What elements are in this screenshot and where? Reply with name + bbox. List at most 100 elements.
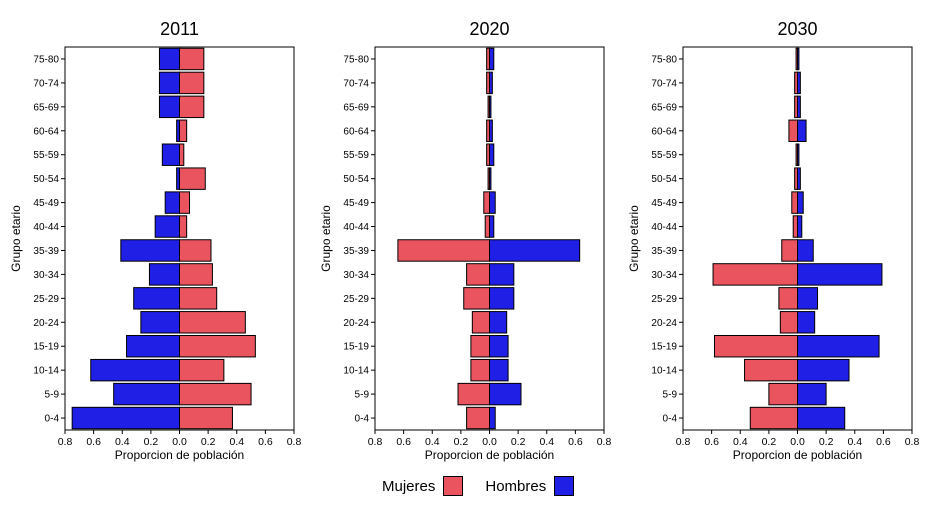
panel-2011-bar-mujeres-30-34 <box>179 263 213 286</box>
panel-2011-bar-hombres-40-44 <box>154 215 180 238</box>
panel-2030-y-tick-label: 35-39 <box>651 246 677 257</box>
panel-2020-x-tick-label: 0.8 <box>597 436 612 448</box>
legend-label-hombres: Hombres <box>485 477 547 495</box>
panel-2020-y-tick-label: 65-69 <box>343 102 369 113</box>
panel-2020-bar-mujeres-0-4 <box>466 406 491 430</box>
panel-2030-bar-hombres-10-14 <box>797 358 850 382</box>
panel-2030-bar-mujeres-20-24 <box>779 311 799 334</box>
panel-2030-bar-mujeres-45-49 <box>791 191 799 214</box>
panel-2020-y-tick-label: 5-9 <box>355 390 370 401</box>
panel-2030-y-tick-label: 5-9 <box>663 390 678 401</box>
panel-2020-bar-hombres-20-24 <box>489 311 508 334</box>
panel-2020-bar-hombres-30-34 <box>489 263 515 286</box>
panel-2011-bar-mujeres-35-39 <box>179 239 212 262</box>
panel-2011-bar-hombres-30-34 <box>148 263 181 286</box>
panel-2030-bar-hombres-20-24 <box>797 311 816 334</box>
panel-2020-bar-mujeres-20-24 <box>471 311 491 334</box>
panel-2011-bar-mujeres-55-59 <box>179 143 185 166</box>
panel-2030-x-tick-label: 0.4 <box>733 436 748 448</box>
panel-2011-bar-mujeres-70-74 <box>179 71 205 95</box>
panel-2011-bar-hombres-10-14 <box>90 358 180 382</box>
panel-2020-y-tick-label: 40-44 <box>343 222 369 233</box>
panel-2020-y-tick-label: 70-74 <box>343 78 369 89</box>
panel-2030-frame <box>682 46 913 431</box>
panel-2011-x-tick-label: 0.6 <box>258 436 273 448</box>
panel-2030-bar-mujeres-25-29 <box>778 287 798 310</box>
panel-2011-bar-hombres-45-49 <box>164 191 180 214</box>
panel-2011-frame <box>64 46 295 431</box>
panel-2020-x-axis-label: Proporcion de población <box>425 448 554 462</box>
panel-2030-bar-hombres-50-54 <box>797 167 801 190</box>
panel-2030-bar-hombres-5-9 <box>797 382 827 406</box>
panel-2011-bar-mujeres-20-24 <box>179 311 246 334</box>
panel-2011-bar-hombres-55-59 <box>161 143 180 166</box>
panel-2030-title: 2030 <box>777 19 817 39</box>
panel-2020-bar-mujeres-10-14 <box>470 358 490 382</box>
panel-2020-bar-hombres-55-59 <box>489 143 495 166</box>
panel-2030-y-tick-label: 10-14 <box>651 366 677 377</box>
panel-2011-y-tick-label: 20-24 <box>33 318 59 329</box>
panel-2020-x-tick-label: 0.0 <box>482 436 497 448</box>
panel-2011-bar-hombres-35-39 <box>120 239 180 262</box>
panel-2030-y-tick-label: 40-44 <box>651 222 677 233</box>
panel-2011-bar-hombres-50-54 <box>176 167 180 190</box>
panel-2011-y-tick-label: 0-4 <box>45 414 60 425</box>
panel-2030-bar-hombres-30-34 <box>797 263 883 286</box>
panel-2030-x-tick-label: 0.6 <box>704 436 719 448</box>
panel-2030-y-tick-label: 65-69 <box>651 102 677 113</box>
panel-2020-x-tick-label: 0.8 <box>368 436 383 448</box>
panel-2020-x-tick-label: 0.6 <box>396 436 411 448</box>
panel-2020-title: 2020 <box>469 19 509 39</box>
panel-2030-y-axis-label: Grupo etario <box>627 205 641 272</box>
panel-2030-bar-hombres-40-44 <box>797 215 803 238</box>
panel-2020-x-tick-label: 0.4 <box>425 436 440 448</box>
panel-2011-x-tick-label: 0.6 <box>86 436 101 448</box>
panel-2030-x-tick-label: 0.4 <box>847 436 862 448</box>
panel-2030-bar-hombres-55-59 <box>797 143 800 166</box>
panel-2030-y-tick-label: 75-80 <box>651 54 677 65</box>
panel-2020-y-tick-label: 0-4 <box>355 414 370 425</box>
panel-2011-bar-mujeres-5-9 <box>179 382 252 406</box>
panel-2020-bar-mujeres-5-9 <box>457 382 491 406</box>
panel-2020-bar-hombres-5-9 <box>489 382 522 406</box>
panel-2030-y-tick-label: 0-4 <box>663 414 678 425</box>
panel-2011-bar-hombres-60-64 <box>176 119 180 142</box>
panel-2030-y-tick-label: 15-19 <box>651 342 677 353</box>
legend-swatch-hombres <box>554 476 575 496</box>
panel-2011-x-axis-label: Proporcion de población <box>115 448 244 462</box>
legend: Mujeres Hombres <box>382 472 596 500</box>
panel-2030-bar-mujeres-10-14 <box>744 358 799 382</box>
panel-2011-x-tick-label: 0.8 <box>58 436 73 448</box>
panel-2011-bar-mujeres-45-49 <box>179 191 191 214</box>
panel-2011-bar-hombres-65-69 <box>158 95 180 119</box>
panel-2030-bar-mujeres-15-19 <box>713 335 798 358</box>
panel-2030-y-tick-label: 20-24 <box>651 318 677 329</box>
panel-2030-bar-mujeres-0-4 <box>749 406 798 430</box>
panel-2030-x-tick-label: 0.8 <box>905 436 920 448</box>
panel-2011-bar-hombres-20-24 <box>140 311 180 334</box>
panel-2030-x-tick-label: 0.2 <box>762 436 777 448</box>
panel-2030-x-axis-label: Proporcion de población <box>733 448 862 462</box>
panel-2011-bar-mujeres-40-44 <box>179 215 188 238</box>
panel-2020-bar-hombres-15-19 <box>489 335 509 358</box>
panel-2020-bar-mujeres-35-39 <box>397 239 490 262</box>
panel-2020-y-tick-label: 75-80 <box>343 54 369 65</box>
panel-2020-y-tick-label: 35-39 <box>343 246 369 257</box>
panel-2011-bar-mujeres-10-14 <box>179 358 225 382</box>
panel-2030-x-tick-label: 0.2 <box>819 436 834 448</box>
panel-2020-bar-hombres-25-29 <box>489 287 515 310</box>
panel-2020-y-axis-label: Grupo etario <box>319 205 333 272</box>
panel-2011-x-tick-label: 0.0 <box>172 436 187 448</box>
panel-2020-x-tick-label: 0.2 <box>454 436 469 448</box>
panel-2011-bar-mujeres-60-64 <box>179 119 188 142</box>
panel-2020-bar-hombres-50-54 <box>489 167 492 190</box>
panel-2011-y-tick-label: 30-34 <box>33 270 59 281</box>
panel-2011-bar-mujeres-0-4 <box>179 406 233 430</box>
panel-2030-bar-mujeres-30-34 <box>712 263 799 286</box>
panel-2011-bar-hombres-25-29 <box>133 287 180 310</box>
panel-2030-y-tick-label: 30-34 <box>651 270 677 281</box>
panel-2030-y-tick-label: 60-64 <box>651 126 677 137</box>
panel-2011-bar-mujeres-25-29 <box>179 287 218 310</box>
panel-2020-bar-mujeres-25-29 <box>463 287 490 310</box>
